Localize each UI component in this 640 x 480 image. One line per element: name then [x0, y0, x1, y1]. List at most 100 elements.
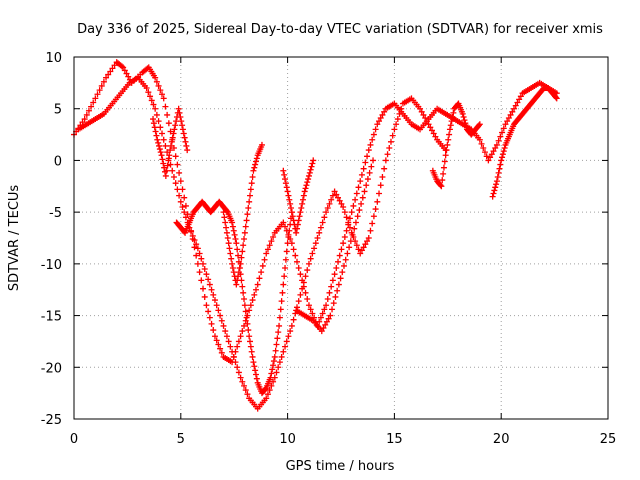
- data-point: [247, 343, 254, 350]
- data-point: [316, 229, 323, 236]
- data-point: [239, 248, 246, 255]
- data-point: [478, 140, 485, 147]
- data-point: [355, 184, 362, 191]
- data-point: [307, 255, 314, 262]
- data-point: [241, 322, 248, 329]
- data-point: [177, 178, 184, 185]
- data-point: [283, 248, 290, 255]
- data-point: [285, 333, 292, 340]
- data-point: [196, 250, 203, 257]
- x-tick-label: 25: [600, 432, 617, 447]
- data-point: [487, 154, 494, 161]
- data-point: [278, 298, 285, 305]
- data-point: [270, 233, 277, 240]
- data-point: [118, 63, 125, 70]
- data-point: [277, 306, 284, 313]
- data-point: [346, 215, 353, 222]
- data-point: [177, 198, 184, 205]
- data-point: [252, 161, 259, 168]
- data-point: [335, 281, 342, 288]
- data-point: [331, 271, 338, 278]
- data-point: [156, 146, 163, 153]
- data-point: [201, 293, 208, 300]
- data-point: [245, 205, 252, 212]
- data-point: [259, 262, 266, 269]
- data-point: [273, 341, 280, 348]
- data-point: [203, 271, 210, 278]
- data-point: [463, 123, 470, 130]
- data-point: [324, 205, 331, 212]
- data-point: [96, 87, 103, 94]
- data-point: [251, 363, 258, 370]
- data-point: [323, 318, 330, 325]
- data-point: [283, 184, 290, 191]
- data-point: [297, 291, 304, 298]
- data-point: [268, 370, 275, 377]
- data-point: [247, 186, 254, 193]
- data-point: [285, 192, 292, 199]
- data-point: [267, 374, 274, 381]
- data-point: [233, 240, 240, 247]
- data-point: [276, 314, 283, 321]
- data-point: [155, 82, 162, 89]
- data-point: [239, 328, 246, 335]
- data-point: [223, 224, 230, 231]
- data-point: [264, 246, 271, 253]
- data-point: [357, 178, 364, 185]
- y-tick-label: -15: [41, 310, 62, 325]
- data-point: [254, 281, 261, 288]
- data-point: [168, 138, 175, 145]
- data-point: [183, 142, 190, 149]
- data-point: [443, 147, 450, 154]
- data-point: [231, 231, 238, 238]
- data-point: [489, 193, 496, 200]
- data-point: [172, 122, 179, 129]
- data-point: [179, 203, 186, 210]
- data-point: [512, 102, 519, 109]
- data-point: [299, 285, 306, 292]
- data-point: [284, 240, 291, 247]
- data-point: [495, 137, 502, 144]
- y-tick-label: 0: [54, 154, 62, 169]
- data-series-4: [280, 157, 317, 236]
- data-point: [280, 281, 287, 288]
- data-point: [213, 302, 220, 309]
- data-point: [120, 64, 127, 71]
- data-point: [295, 298, 302, 305]
- data-point: [123, 70, 130, 77]
- data-point: [180, 130, 187, 137]
- data-point: [389, 132, 396, 139]
- data-point: [258, 269, 265, 276]
- data-point: [309, 160, 316, 167]
- data-point: [175, 105, 182, 112]
- data-point: [498, 157, 505, 164]
- data-point: [286, 196, 293, 203]
- labels-layer: 0 5 10 15 20 25 -25 -20 -15 -10 -5 0 5 10: [41, 51, 617, 447]
- data-point: [497, 133, 504, 140]
- data-point: [256, 275, 263, 282]
- data-point: [330, 300, 337, 307]
- data-point: [488, 151, 495, 158]
- data-point: [553, 95, 560, 102]
- data-point: [305, 302, 312, 309]
- plot-frame: [73, 56, 609, 420]
- data-point: [284, 188, 291, 195]
- data-point: [290, 316, 297, 323]
- data-point: [341, 209, 348, 216]
- data-point: [305, 260, 312, 267]
- data-point: [222, 219, 229, 226]
- data-point: [282, 264, 289, 271]
- y-tick-label: -10: [41, 258, 62, 273]
- data-point: [439, 177, 446, 184]
- data-point: [394, 116, 401, 123]
- data-point: [156, 142, 163, 149]
- data-point: [167, 161, 174, 168]
- data-point: [273, 369, 280, 376]
- data-point: [241, 296, 248, 303]
- data-point: [450, 109, 457, 116]
- data-point: [396, 110, 403, 117]
- data-point: [229, 348, 236, 355]
- data-point: [158, 152, 165, 159]
- data-point: [165, 120, 172, 127]
